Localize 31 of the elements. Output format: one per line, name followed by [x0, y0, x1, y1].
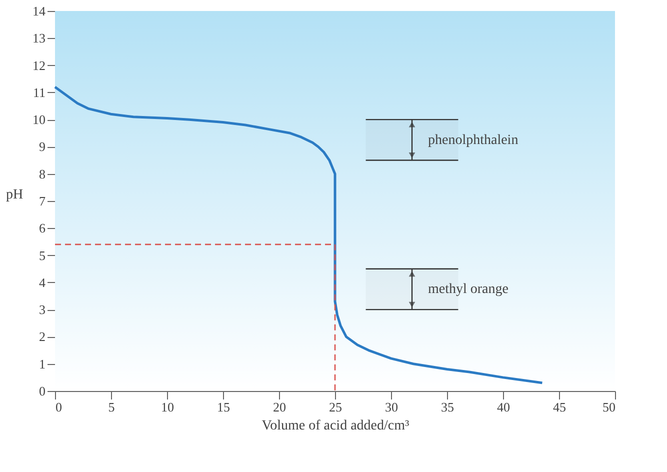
- x-tick-label: 40: [497, 400, 510, 414]
- band-label: methyl orange: [428, 282, 508, 298]
- y-axis-title: pH: [6, 188, 24, 202]
- y-tick-label: 5: [39, 248, 46, 263]
- x-tick-label: 5: [108, 400, 115, 414]
- x-tick-label: 15: [217, 400, 230, 414]
- x-tick-label: 0: [56, 400, 62, 414]
- y-tick-label: 12: [32, 58, 46, 73]
- x-tick-label: 10: [161, 400, 174, 414]
- y-tick-label: 8: [39, 166, 46, 182]
- x-axis-title: Volume of acid added/cm³: [262, 418, 410, 434]
- y-tick-label: 0: [39, 384, 46, 398]
- y-tick-label: 1: [39, 356, 46, 372]
- y-tick-label: 6: [39, 220, 46, 236]
- line-series: [54, 86, 544, 384]
- y-tick-label: 7: [39, 194, 46, 208]
- y-tick-label: 9: [39, 139, 46, 154]
- y-tick-label: 10: [32, 112, 46, 128]
- y-tick-label: 2: [39, 329, 46, 344]
- y-tick-label: 11: [32, 84, 46, 100]
- x-tick-label: 25: [329, 400, 342, 414]
- x-tick-label: 45: [553, 400, 566, 414]
- y-tick-label: 3: [39, 302, 46, 318]
- y-tick-label: 13: [32, 30, 46, 46]
- x-tick-label: 20: [273, 400, 286, 414]
- band-label: phenolphthalein: [428, 132, 518, 148]
- y-tick-label: 14: [32, 4, 46, 18]
- x-tick-label: 50: [602, 400, 616, 414]
- x-tick-label: 30: [385, 400, 398, 414]
- y-tick-label: 4: [39, 274, 46, 290]
- x-tick-label: 35: [441, 400, 454, 414]
